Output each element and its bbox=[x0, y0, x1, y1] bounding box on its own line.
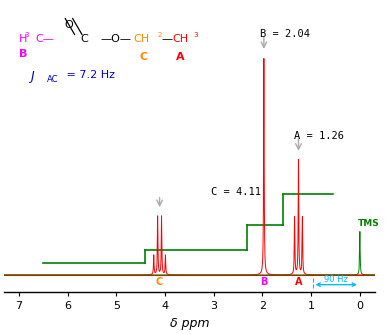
Text: 2: 2 bbox=[158, 31, 162, 37]
Text: AC: AC bbox=[47, 75, 58, 84]
Text: —: — bbox=[161, 34, 173, 44]
Text: = 7.2 Hz: = 7.2 Hz bbox=[63, 70, 115, 80]
Text: O: O bbox=[65, 20, 74, 30]
Text: H: H bbox=[19, 34, 27, 44]
Text: A: A bbox=[295, 277, 302, 287]
Text: B: B bbox=[260, 277, 267, 287]
X-axis label: δ ppm: δ ppm bbox=[170, 317, 209, 330]
Text: C—: C— bbox=[36, 34, 55, 44]
Text: C: C bbox=[139, 52, 147, 62]
Text: J: J bbox=[30, 70, 34, 84]
Text: —O—: —O— bbox=[101, 34, 132, 44]
Text: TMS: TMS bbox=[358, 219, 380, 228]
Text: A = 1.26: A = 1.26 bbox=[294, 131, 344, 141]
Text: B = 2.04: B = 2.04 bbox=[260, 29, 310, 39]
Text: C = 4.11: C = 4.11 bbox=[211, 187, 261, 197]
Text: CH: CH bbox=[173, 34, 189, 44]
Text: CH: CH bbox=[134, 34, 150, 44]
Text: C: C bbox=[80, 34, 88, 44]
Text: A: A bbox=[176, 52, 185, 62]
Text: B: B bbox=[19, 49, 27, 59]
Text: 90 Hz: 90 Hz bbox=[324, 275, 348, 284]
Text: 3: 3 bbox=[24, 31, 29, 37]
Text: C: C bbox=[156, 277, 163, 287]
Text: 3: 3 bbox=[193, 31, 197, 37]
